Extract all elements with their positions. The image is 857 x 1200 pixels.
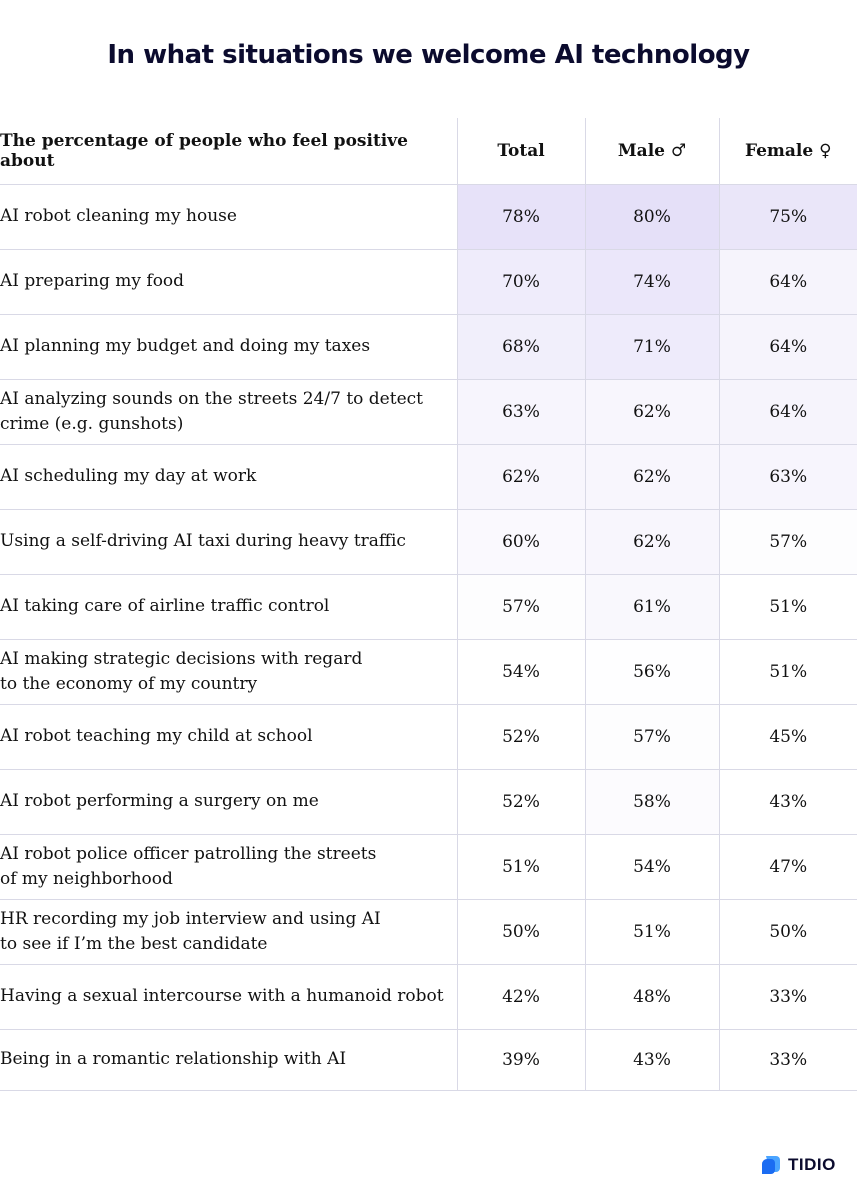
total-cell: 78% [456,184,585,250]
table-row: AI making strategic decisions with regar… [0,639,857,705]
row-label: AI planning my budget and doing my taxes [0,314,457,380]
female-cell: 51% [718,574,857,640]
row-label: AI robot cleaning my house [0,184,457,250]
total-cell: 50% [456,899,585,965]
female-cell: 43% [718,769,857,835]
table-row: Using a self-driving AI taxi during heav… [0,509,857,575]
total-cell: 60% [456,509,585,575]
table-row: AI planning my budget and doing my taxes… [0,314,857,380]
male-cell: 61% [584,574,719,640]
male-cell: 43% [584,1029,719,1091]
row-label: Having a sexual intercourse with a human… [0,964,457,1030]
male-cell: 80% [584,184,719,250]
male-cell: 62% [584,379,719,445]
tidio-logo-icon [762,1156,780,1174]
female-cell: 50% [718,899,857,965]
male-cell: 74% [584,249,719,315]
row-label: AI scheduling my day at work [0,444,457,510]
female-cell: 33% [718,1029,857,1091]
row-label: AI robot teaching my child at school [0,704,457,770]
chart-title: In what situations we welcome AI technol… [107,40,750,70]
total-cell: 54% [456,639,585,705]
row-label: AI making strategic decisions with regar… [0,639,457,705]
header-label: The percentage of people who feel positi… [0,118,457,185]
male-cell: 62% [584,509,719,575]
female-cell: 75% [718,184,857,250]
header-female: Female ♀ [718,118,857,185]
female-cell: 47% [718,834,857,900]
female-cell: 64% [718,249,857,315]
male-cell: 57% [584,704,719,770]
total-cell: 63% [456,379,585,445]
total-cell: 52% [456,704,585,770]
tidio-logo-text: TIDIO [788,1155,836,1174]
table-row: AI robot police officer patrolling the s… [0,834,857,900]
data-table: The percentage of people who feel positi… [0,118,857,1091]
tidio-logo: TIDIO [759,1153,836,1177]
table-row: Having a sexual intercourse with a human… [0,964,857,1030]
row-label: AI preparing my food [0,249,457,315]
table-body: AI robot cleaning my house 78% 80% 75% AI pr… [0,184,857,1091]
total-cell: 52% [456,769,585,835]
row-label: AI taking care of airline traffic contro… [0,574,457,640]
row-label: Using a self-driving AI taxi during heav… [0,509,457,575]
total-cell: 51% [456,834,585,900]
header-row: The percentage of people who feel positi… [0,118,857,185]
tidio-logo-front-shape [762,1159,775,1174]
female-cell: 51% [718,639,857,705]
row-label: AI analyzing sounds on the streets 24/7 … [0,379,457,445]
table-row: AI preparing my food 70% 74% 64% [0,249,857,315]
total-cell: 57% [456,574,585,640]
male-cell: 58% [584,769,719,835]
table-row: AI robot performing a surgery on me 52% 58… [0,769,857,835]
male-cell: 56% [584,639,719,705]
header-total: Total [456,118,585,185]
row-label: AI robot police officer patrolling the s… [0,834,457,900]
total-cell: 70% [456,249,585,315]
row-label: HR recording my job interview and using … [0,899,457,965]
female-cell: 64% [718,379,857,445]
female-cell: 33% [718,964,857,1030]
total-cell: 39% [456,1029,585,1091]
header-male: Male ♂ [584,118,719,185]
table-row: HR recording my job interview and using … [0,899,857,965]
female-cell: 45% [718,704,857,770]
table-row: AI analyzing sounds on the streets 24/7 … [0,379,857,445]
female-cell: 63% [718,444,857,510]
table-row: Being in a romantic relationship with AI… [0,1029,857,1091]
row-label: AI robot performing a surgery on me [0,769,457,835]
table-row: AI scheduling my day at work 62% 62% 63% [0,444,857,510]
female-cell: 64% [718,314,857,380]
row-label: Being in a romantic relationship with AI [0,1029,457,1091]
male-cell: 48% [584,964,719,1030]
total-cell: 62% [456,444,585,510]
total-cell: 42% [456,964,585,1030]
male-cell: 71% [584,314,719,380]
total-cell: 68% [456,314,585,380]
male-cell: 62% [584,444,719,510]
male-cell: 54% [584,834,719,900]
table-row: AI robot teaching my child at school 52% 5… [0,704,857,770]
female-cell: 57% [718,509,857,575]
table-row: AI robot cleaning my house 78% 80% 75% [0,184,857,250]
table-row: AI taking care of airline traffic contro… [0,574,857,640]
male-cell: 51% [584,899,719,965]
